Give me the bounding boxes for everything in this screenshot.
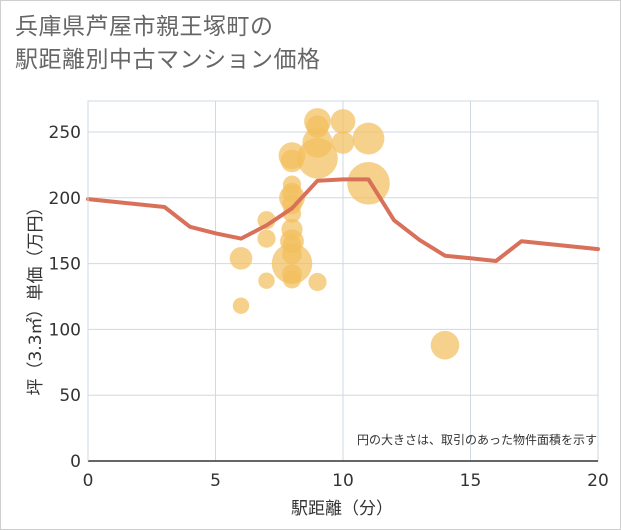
bubble-point	[347, 162, 390, 205]
bubble-point	[258, 272, 275, 289]
bubble-point	[352, 122, 385, 155]
bubble-layer	[229, 108, 460, 360]
y-tick-label: 150	[49, 255, 81, 275]
chart-axes	[87, 101, 598, 462]
bubble-point	[308, 272, 327, 292]
bubble-point	[297, 138, 338, 179]
chart-title-line-2: 駅距離別中古マンション価格	[15, 47, 321, 73]
chart-title: 兵庫県芦屋市親王塚町の 駅距離別中古マンション価格	[15, 11, 321, 77]
y-tick-label: 250	[49, 123, 81, 143]
x-tick-label: 10	[332, 471, 354, 491]
x-tick-label: 15	[460, 471, 482, 491]
bubble-point	[271, 243, 313, 284]
bubble-point	[257, 229, 276, 248]
y-tick-label: 50	[59, 386, 81, 406]
bubble-point	[430, 330, 460, 360]
y-tick-label: 100	[49, 320, 81, 340]
line-layer	[86, 177, 600, 263]
chart-title-line-1: 兵庫県芦屋市親王塚町の	[15, 14, 274, 40]
chart-grid	[87, 100, 599, 462]
y-tick-label: 200	[49, 189, 81, 209]
x-tick-label: 5	[210, 471, 221, 491]
x-tick-label: 0	[83, 471, 94, 491]
bubble-point	[232, 297, 250, 314]
y-axis-label: 坪（3.3㎡）単価（万円）	[26, 198, 46, 395]
bubble-point	[331, 131, 355, 154]
x-tick-label: 20	[587, 471, 609, 491]
y-tick-label: 0	[70, 452, 81, 472]
bubble-point	[282, 270, 302, 289]
bubble-point	[330, 109, 356, 134]
bubble-size-note: 円の大きさは、取引のあった物件面積を示す	[357, 432, 597, 447]
x-axis-label: 駅距離（分）	[291, 499, 393, 519]
bubble-point	[229, 247, 253, 270]
average-price-line	[86, 177, 600, 263]
